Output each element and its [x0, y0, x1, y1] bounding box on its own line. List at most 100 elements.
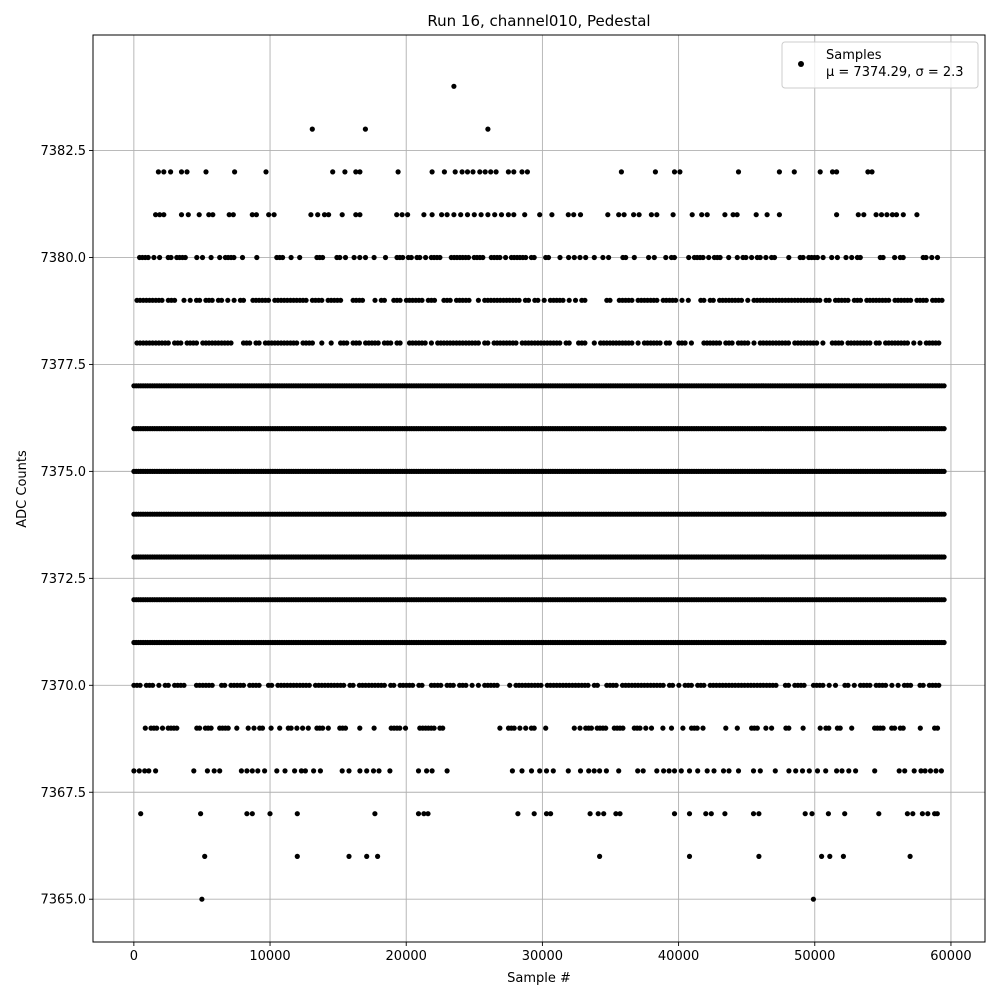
data-point: [206, 212, 212, 218]
data-point: [337, 254, 343, 261]
data-point: [560, 297, 566, 303]
data-point: [900, 212, 906, 218]
data-point: [155, 169, 161, 175]
data-point: [597, 768, 603, 774]
data-point: [923, 254, 929, 261]
data-point: [613, 811, 619, 817]
data-point: [265, 297, 272, 303]
data-point: [682, 340, 688, 346]
data-point: [636, 212, 642, 218]
x-tick-label: 20000: [386, 949, 427, 964]
data-point: [168, 254, 174, 261]
data-point: [317, 768, 323, 774]
data-point: [209, 682, 215, 688]
data-point: [240, 297, 247, 303]
data-point: [356, 340, 362, 346]
data-point: [723, 725, 729, 731]
data-point: [231, 297, 237, 303]
data-point: [225, 297, 231, 303]
data-point: [300, 725, 306, 731]
x-tick-label: 10000: [249, 949, 290, 964]
data-point: [595, 811, 601, 817]
data-point: [840, 853, 847, 860]
data-point: [165, 682, 171, 688]
data-point: [342, 725, 349, 731]
data-point: [187, 297, 193, 303]
data-point: [240, 682, 247, 688]
data-point: [541, 297, 547, 303]
data-point: [464, 212, 471, 218]
data-point: [911, 768, 917, 774]
data-point: [857, 254, 863, 261]
data-point: [939, 297, 945, 303]
data-point: [444, 768, 450, 774]
data-point: [438, 682, 444, 688]
data-point: [623, 254, 629, 261]
data-point: [271, 212, 277, 218]
data-point: [839, 768, 845, 774]
data-point: [142, 768, 148, 774]
data-point: [357, 212, 363, 218]
legend-marker: [798, 61, 804, 67]
y-tick-label: 7365.0: [41, 893, 87, 908]
data-point: [513, 340, 519, 346]
data-point: [488, 169, 494, 175]
data-point: [459, 169, 465, 175]
data-point: [646, 254, 652, 261]
data-point: [776, 212, 783, 218]
data-point: [853, 768, 859, 774]
data-point: [249, 212, 255, 218]
data-point: [917, 725, 923, 731]
y-tick-label: 7367.5: [41, 786, 87, 801]
data-point: [330, 169, 336, 175]
data-point: [826, 297, 832, 303]
data-point: [198, 811, 204, 817]
data-point: [557, 254, 563, 261]
data-point: [749, 254, 755, 261]
data-point: [706, 254, 712, 261]
y-tick-label: 7375.0: [41, 465, 87, 480]
data-point: [799, 768, 806, 774]
data-point: [936, 340, 942, 346]
data-point: [657, 340, 663, 346]
data-point: [810, 896, 817, 902]
data-point: [184, 169, 190, 175]
data-point: [463, 682, 469, 688]
data-point: [717, 340, 723, 346]
data-point: [701, 682, 707, 688]
data-point: [154, 725, 160, 731]
data-point: [801, 682, 807, 688]
data-point: [394, 212, 400, 218]
data-point: [400, 254, 406, 261]
data-point: [763, 725, 769, 731]
data-point: [753, 212, 759, 218]
data-point: [738, 297, 745, 303]
data-point: [756, 811, 762, 817]
data-point: [451, 212, 457, 218]
data-point: [880, 254, 886, 261]
data-point: [814, 254, 821, 261]
data-point: [764, 212, 770, 218]
data-point: [245, 725, 251, 731]
data-point: [654, 297, 660, 303]
data-point: [208, 254, 214, 261]
data-point: [785, 682, 792, 688]
data-point: [421, 212, 427, 218]
data-point: [405, 212, 411, 218]
data-point: [825, 811, 832, 817]
data-point: [829, 169, 836, 175]
data-point: [543, 768, 550, 774]
data-point: [616, 212, 622, 218]
legend-series-name: Samples: [826, 48, 882, 63]
data-point: [523, 725, 529, 731]
data-point: [429, 768, 435, 774]
data-point: [637, 725, 643, 731]
data-point: [498, 212, 505, 218]
data-point: [929, 254, 935, 261]
data-point: [505, 212, 511, 218]
data-point: [302, 768, 308, 774]
data-point: [543, 811, 550, 817]
data-point: [680, 725, 686, 731]
data-point: [617, 811, 623, 817]
